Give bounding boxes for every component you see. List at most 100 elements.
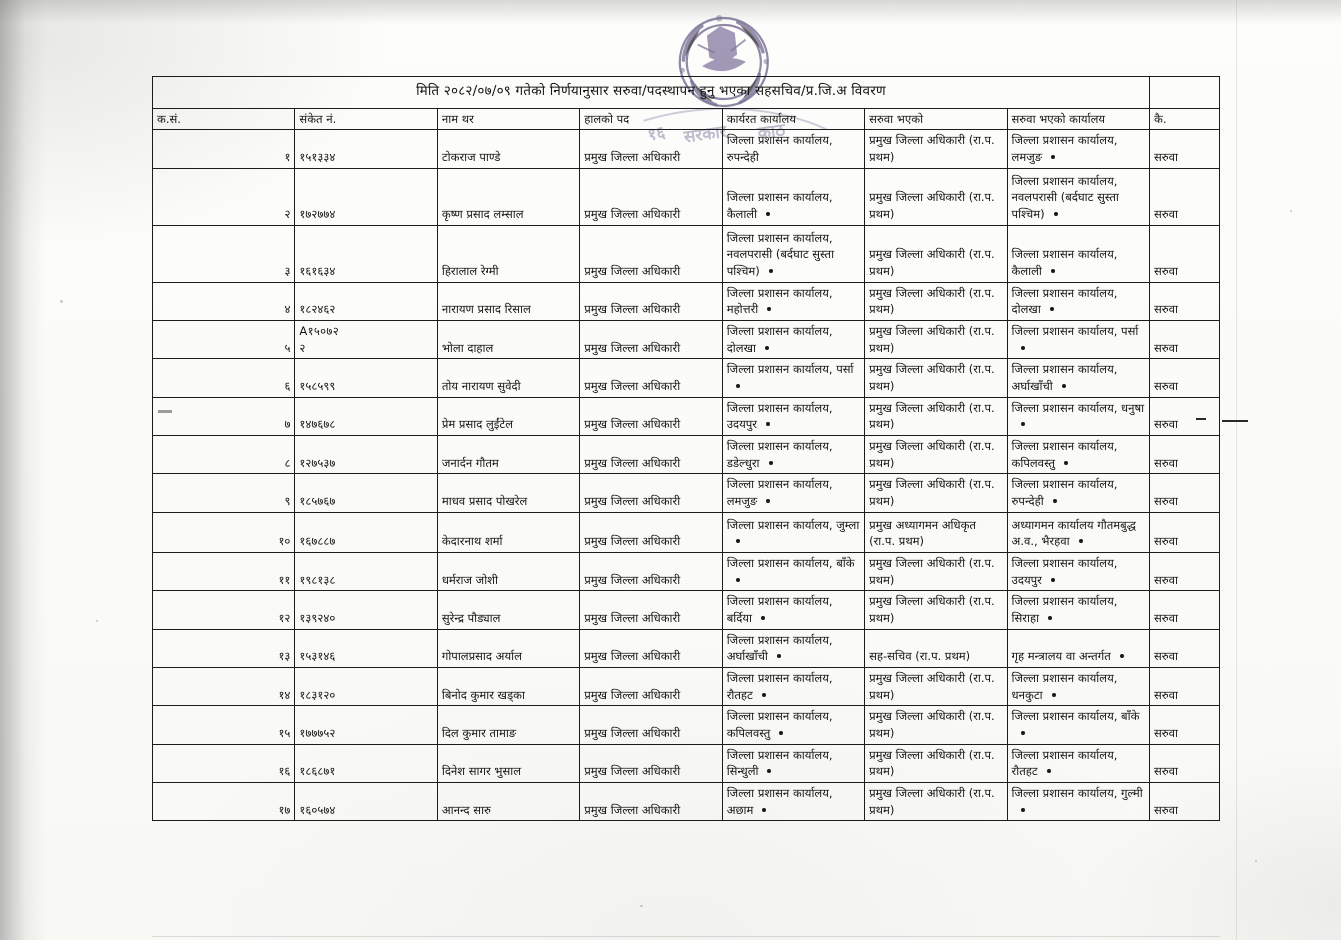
- handwritten-dot-mark: [761, 616, 765, 621]
- cell-transferred-office: जिल्ला प्रशासन कार्यालय, कपिलवस्तु: [1006, 434, 1151, 475]
- cell-current-post: प्रमुख जिल्ला अधिकारी: [579, 590, 723, 630]
- cell-current-post: प्रमुख जिल्ला अधिकारी: [579, 782, 723, 822]
- cell-sn: २: [151, 167, 296, 226]
- cell-transferred-office-text: जिल्ला प्रशासन कार्यालय, धनकुटा: [1011, 671, 1118, 702]
- cell-sn: १: [151, 129, 296, 169]
- cell-code: १६१६३४: [294, 224, 438, 283]
- cell-transferred-post: प्रमुख जिल्ला अधिकारी (रा.प. प्रथम): [864, 782, 1008, 822]
- cell-transferred-post: प्रमुख जिल्ला अधिकारी (रा.प. प्रथम): [864, 743, 1008, 784]
- cell-sn: ७: [151, 396, 296, 436]
- cell-current-office: जिल्ला प्रशासन कार्यालय, नवलपरासी (बर्दघ…: [721, 224, 866, 283]
- cell-current-office-text: जिल्ला प्रशासन कार्यालय, बर्दिया: [726, 594, 833, 626]
- scan-speck: [1255, 860, 1257, 862]
- cell-transferred-post: सह-सचिव (रा.प. प्रथम): [864, 628, 1008, 669]
- cell-current-office-text: जिल्ला प्रशासन कार्यालय, डडेल्धुरा: [726, 438, 833, 470]
- cell-sn: ५: [151, 319, 296, 360]
- cell-current-post: प्रमुख जिल्ला अधिकारी: [579, 705, 723, 745]
- cell-remarks: सरुवा: [1149, 224, 1220, 283]
- cell-transferred-post: प्रमुख जिल्ला अधिकारी (रा.प. प्रथम): [864, 473, 1008, 513]
- cell-current-post: प्रमुख जिल्ला अधिकारी: [579, 473, 723, 513]
- cell-name: नारायण प्रसाद रिसाल: [436, 281, 581, 321]
- cell-remarks: सरुवा: [1149, 667, 1220, 707]
- table-row: १० १६७८८७ केदारनाथ शर्मा प्रमुख जिल्ला अ…: [151, 511, 1220, 554]
- cell-remarks: सरुवा: [1149, 473, 1220, 513]
- handwritten-dot-mark: [1020, 422, 1025, 427]
- cell-sn: १३: [151, 628, 296, 669]
- cell-sn: ४: [151, 281, 296, 321]
- table-row: ८ १२७५३७ जनार्दन गौतम प्रमुख जिल्ला अधिक…: [151, 434, 1220, 475]
- handwritten-dot-mark: [1046, 769, 1051, 774]
- table-row: १३ १५३१४६ गोपालप्रसाद अर्याल प्रमुख जिल्…: [151, 628, 1220, 669]
- handwritten-dot-mark: [1051, 692, 1056, 697]
- cell-name: हिरालाल रेग्मी: [436, 224, 581, 283]
- cell-transferred-post: प्रमुख जिल्ला अधिकारी (रा.प. प्रथम): [864, 358, 1008, 398]
- cell-transferred-post: प्रमुख जिल्ला अधिकारी (रा.प. प्रथम): [864, 705, 1008, 745]
- cell-transferred-office: जिल्ला प्रशासन कार्यालय, दोलखा: [1006, 281, 1151, 321]
- cell-transferred-post: प्रमुख जिल्ला अधिकारी (रा.प. प्रथम): [864, 396, 1008, 436]
- handwritten-dot-mark: [767, 307, 772, 312]
- cell-current-post: प्रमुख जिल्ला अधिकारी: [579, 396, 723, 436]
- cell-current-office: जिल्ला प्रशासन कार्यालय, बाँके: [721, 552, 866, 592]
- table-row: १५ १७७७५२ दिल कुमार तामाङ प्रमुख जिल्ला …: [151, 705, 1220, 745]
- handwritten-dot-mark: [766, 422, 771, 427]
- column-header-current-post: हालको पद: [579, 107, 723, 131]
- cell-sn: १६: [151, 743, 296, 784]
- cell-sn: ८: [151, 434, 296, 475]
- table-row: १७ १६०५७४ आनन्द सारु प्रमुख जिल्ला अधिका…: [151, 782, 1220, 822]
- cell-transferred-office: जिल्ला प्रशासन कार्यालय, धनकुटा: [1006, 667, 1151, 707]
- table-row: ९ १८५७६७ माधव प्रसाद पोखरेल प्रमुख जिल्ल…: [151, 473, 1220, 513]
- handwritten-dot-mark: [735, 577, 740, 582]
- handwritten-dot-mark: [766, 211, 771, 216]
- cell-code: १८२४६२: [294, 281, 438, 321]
- cell-transferred-office: जिल्ला प्रशासन कार्यालय, धनुषा: [1006, 396, 1151, 436]
- cell-transferred-post: प्रमुख जिल्ला अधिकारी (रा.प. प्रथम): [864, 281, 1008, 321]
- table-row: ३ १६१६३४ हिरालाल रेग्मी प्रमुख जिल्ला अध…: [151, 224, 1220, 283]
- cell-transferred-post: प्रमुख जिल्ला अधिकारी (रा.प. प्रथम): [864, 167, 1008, 226]
- cell-transferred-office-text: जिल्ला प्रशासन कार्यालय, बाँके: [1011, 709, 1140, 724]
- cell-current-office-text: जिल्ला प्रशासन कार्यालय, रौतहट: [726, 671, 833, 702]
- cell-current-office: जिल्ला प्रशासन कार्यालय, महोत्तरी: [721, 281, 866, 321]
- table-header-row: क.सं. संकेत नं. नाम थर हालको पद कार्यरत …: [151, 107, 1220, 131]
- handwritten-dot-mark: [764, 345, 769, 350]
- page-left-edge-shadow: [0, 0, 46, 940]
- cell-current-office: जिल्ला प्रशासन कार्यालय, लमजुङ: [721, 473, 866, 513]
- cell-transferred-post: प्रमुख जिल्ला अधिकारी (रा.प. प्रथम): [864, 129, 1008, 169]
- cell-transferred-post: प्रमुख जिल्ला अधिकारी (रा.प. प्रथम): [864, 434, 1008, 475]
- title-row-remarks-spacer: [1149, 76, 1220, 109]
- cell-current-office: जिल्ला प्रशासन कार्यालय, अर्घाखाँची: [721, 628, 866, 669]
- cell-transferred-office-text: गृह मन्त्रालय वा अन्तर्गत: [1011, 649, 1111, 664]
- table-row: ६ १५८५९९ तोय नारायण सुवेदी प्रमुख जिल्ला…: [151, 358, 1220, 398]
- cell-current-post: प्रमुख जिल्ला अधिकारी: [579, 511, 723, 554]
- stray-pen-mark: [1222, 420, 1248, 422]
- cell-remarks: सरुवा: [1149, 782, 1220, 822]
- cell-transferred-office: जिल्ला प्रशासन कार्यालय, पर्सा: [1006, 319, 1151, 360]
- cell-remarks: सरुवा: [1149, 434, 1220, 475]
- cell-transferred-office-text: जिल्ला प्रशासन कार्यालय, रुपन्देही: [1011, 477, 1118, 508]
- cell-remarks: सरुवा: [1149, 705, 1220, 745]
- handwritten-dot-mark: [1020, 345, 1025, 350]
- cell-current-post: प्रमुख जिल्ला अधिकारी: [579, 552, 723, 592]
- handwritten-dot-mark: [735, 539, 740, 544]
- column-header-name: नाम थर: [436, 107, 581, 131]
- transfer-register-table-wrapper: मिति २०८२/०७/०९ गतेको निर्णयानुसार सरुवा…: [151, 76, 1220, 822]
- cell-code: १६७८८७: [294, 511, 438, 554]
- handwritten-dot-mark: [735, 383, 740, 388]
- cell-sn: ११: [151, 552, 296, 592]
- handwritten-dot-mark: [1078, 539, 1083, 544]
- cell-sn: १२: [151, 590, 296, 630]
- cell-transferred-office-text: जिल्ला प्रशासन कार्यालय, दोलखा: [1011, 285, 1118, 317]
- cell-transferred-office-text: अध्यागमन कार्यालय गौतमबुद्ध अ.व., भैरहवा: [1011, 517, 1136, 549]
- handwritten-dot-mark: [1048, 616, 1053, 621]
- cell-name: दिल कुमार तामाङ: [436, 705, 581, 745]
- handwritten-dot-mark: [1049, 307, 1054, 312]
- handwritten-dot-mark: [766, 499, 771, 503]
- cell-name: सुरेन्द्र पौड्याल: [436, 590, 581, 630]
- cell-name: गोपालप्रसाद अर्याल: [436, 628, 581, 669]
- cell-code: १७७७५२: [294, 705, 438, 745]
- cell-transferred-post: प्रमुख जिल्ला अधिकारी (रा.प. प्रथम): [864, 552, 1008, 592]
- cell-transferred-office-text: जिल्ला प्रशासन कार्यालय, कैलाली: [1011, 247, 1118, 278]
- cell-code: १६०५७४: [294, 782, 438, 822]
- handwritten-dot-mark: [1020, 807, 1025, 812]
- handwritten-dot-mark: [1050, 268, 1055, 273]
- cell-transferred-office: जिल्ला प्रशासन कार्यालय, कैलाली: [1006, 224, 1151, 283]
